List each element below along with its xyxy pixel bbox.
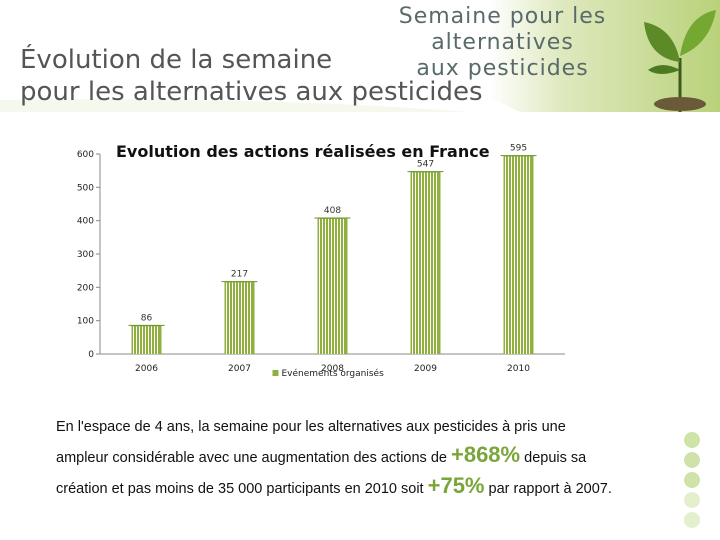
data-label: 408: [324, 206, 341, 216]
caption-line-3-end: par rapport à 2007.: [488, 481, 612, 497]
bar-2009: 547: [407, 160, 444, 354]
banner-background: [0, 0, 720, 112]
x-tick-label: 2007: [228, 364, 251, 374]
y-tick-label: 200: [77, 283, 94, 293]
caption: En l'espace de 4 ans, la semaine pour le…: [56, 413, 676, 503]
x-tick-label: 2006: [135, 364, 158, 374]
bar-2006: 86: [128, 313, 165, 354]
banner-line-1: Semaine pour les alternatives: [398, 4, 607, 55]
highlight-increase: +75%: [427, 473, 485, 498]
caption-line-2: ampleur considérable avec une augmentati…: [56, 441, 676, 472]
bar-chart: Evolution des actions réalisées en Franc…: [77, 142, 565, 379]
bar-2008: 408: [314, 206, 351, 354]
slide-title-line-2: pour les alternatives aux pesticides: [20, 77, 483, 107]
y-tick-label: 500: [77, 183, 94, 193]
y-tick-label: 100: [77, 317, 94, 327]
bar-2007: 217: [221, 270, 258, 354]
x-axis-labels: 2006 2007 2008 2009 2010: [135, 364, 530, 374]
data-label: 547: [417, 160, 434, 170]
y-tick-label: 400: [77, 217, 94, 227]
slide-title-line-1: Évolution de la semaine: [20, 45, 333, 75]
slide-title: Évolution de la semaine pour les alterna…: [20, 44, 483, 108]
caption-line-3-text: création et pas moins de 35 000 particip…: [56, 481, 424, 497]
x-tick-label: 2008: [321, 364, 344, 374]
x-tick-label: 2010: [507, 364, 530, 374]
plant-illustration: [644, 10, 716, 112]
y-tick-label: 300: [77, 250, 94, 260]
caption-line-2-end: depuis sa: [524, 450, 587, 466]
y-tick-label: 600: [77, 150, 94, 160]
caption-line-2-text: ampleur considérable avec une augmentati…: [56, 450, 447, 466]
data-label: 86: [141, 313, 153, 323]
caption-line-1: En l'espace de 4 ans, la semaine pour le…: [56, 419, 566, 435]
highlight-growth: +868%: [450, 442, 521, 467]
x-tick-label: 2009: [414, 364, 437, 374]
y-tick-label: 0: [88, 350, 94, 360]
header-banner: Évolution de la semaine pour les alterna…: [0, 0, 720, 112]
legend-label: Evénements organisés: [282, 368, 385, 379]
chart-title: Evolution des actions réalisées en Franc…: [116, 142, 490, 161]
banner-heading: Semaine pour les alternatives aux pestic…: [330, 4, 675, 82]
data-label: 595: [510, 144, 527, 154]
data-label: 217: [231, 270, 248, 280]
bar-2010: 595: [500, 144, 537, 354]
caption-line-3: création et pas moins de 35 000 particip…: [56, 472, 676, 503]
banner-line-2: aux pesticides: [416, 56, 589, 81]
legend: Evénements organisés: [272, 368, 385, 379]
decorative-circles: [684, 432, 700, 528]
legend-swatch: [272, 370, 279, 376]
bars: 86 217 408 547 595: [128, 144, 537, 354]
